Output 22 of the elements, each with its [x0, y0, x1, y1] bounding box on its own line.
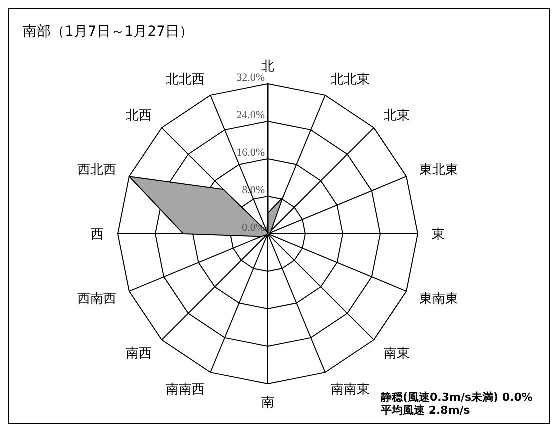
spoke-label: 西南西: [77, 290, 116, 306]
spoke-label: 南西: [126, 345, 152, 360]
y-tick-label: 32.0%: [236, 72, 265, 84]
spoke-label: 北西: [126, 108, 152, 123]
spoke-label: 東南東: [420, 290, 459, 306]
y-tick-label: 24.0%: [236, 110, 265, 122]
spoke-label: 南東: [384, 345, 410, 360]
spoke-label: 東北東: [420, 162, 459, 178]
spoke-label: 北北西: [166, 71, 206, 86]
spoke-label: 南南東: [330, 382, 370, 397]
spoke-label: 北北東: [330, 71, 370, 86]
text: 平均風速 2.8m/s: [381, 404, 472, 417]
y-tick-label: 16.0%: [236, 147, 265, 159]
spoke-label: 北東: [384, 108, 410, 123]
spoke-label: 西: [91, 226, 104, 242]
spoke-label: 南: [262, 394, 274, 410]
spoke-label: 北: [262, 58, 274, 74]
chart-title: 南部（1月7日～1月27日）: [23, 23, 194, 41]
text: 静穏(風速0.3m/s未満) 0.0%: [381, 391, 533, 404]
spoke-label: 西北西: [77, 162, 116, 178]
spoke-label: 南南西: [166, 382, 206, 397]
spoke-label: 東: [432, 226, 445, 242]
